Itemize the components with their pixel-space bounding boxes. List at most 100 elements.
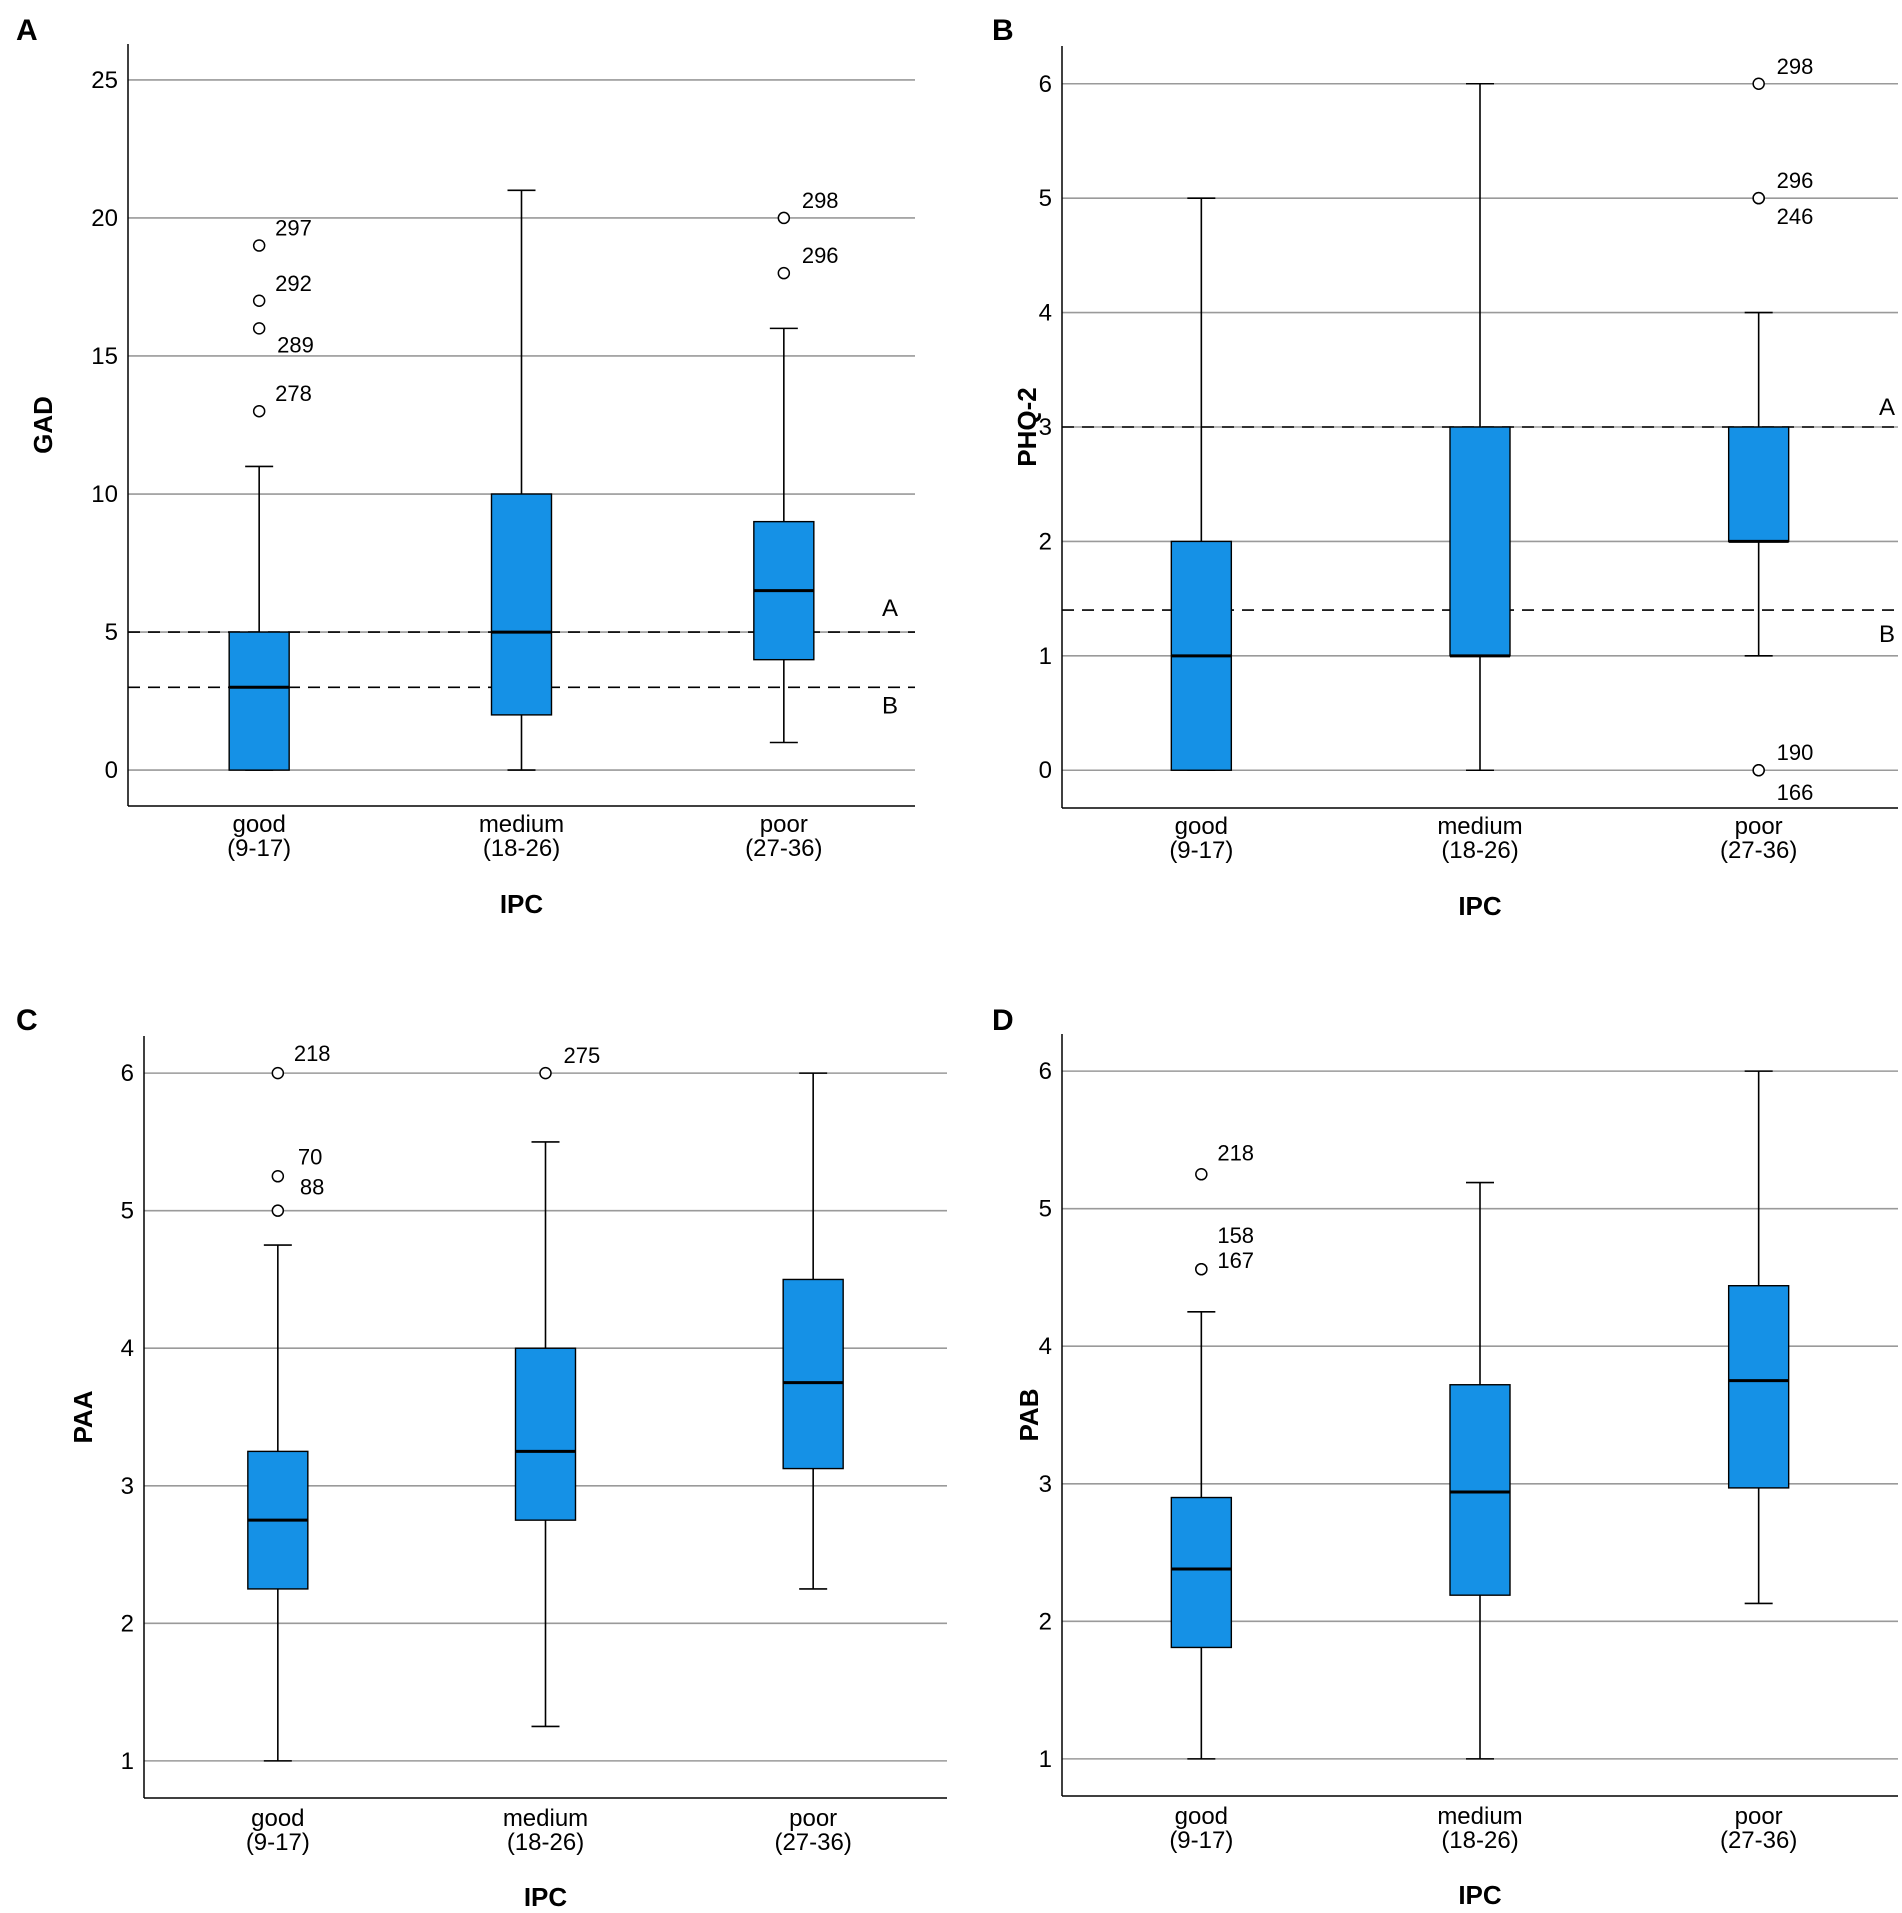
panel-c: C 1 2 3 4 5 6 PAA IPC good(9-17) medium(18-26) poor…: [16, 1004, 947, 1912]
y-tick-label: 0: [1039, 757, 1052, 784]
outlier-point: [271, 1204, 285, 1217]
x-axis-label: IPC: [1458, 1880, 1502, 1910]
y-axis-label: GAD: [28, 396, 58, 454]
y-tick-label: 2: [1039, 528, 1052, 555]
category-label: medium: [1437, 1803, 1522, 1830]
outlier-label: 166: [1777, 780, 1814, 805]
x-axis-label: IPC: [1458, 891, 1502, 921]
panel-letter: D: [992, 1004, 1014, 1037]
box-medium: medium(18-26): [479, 189, 564, 862]
box-good: good(9-17): [227, 239, 291, 862]
box-poor: poor(27-36): [774, 1072, 852, 1856]
y-tick-label: 6: [1039, 71, 1052, 98]
box-iqr: [1170, 1496, 1233, 1649]
outlier-label: 167: [1217, 1248, 1254, 1273]
category-label: medium: [479, 811, 564, 838]
outlier-label: 88: [300, 1175, 324, 1200]
reference-line-label: A: [882, 595, 898, 622]
category-label: poor: [789, 1805, 837, 1832]
category-label: good: [251, 1805, 304, 1832]
outlier-point: [539, 1066, 552, 1080]
box-iqr: [1727, 426, 1790, 543]
category-label: poor: [760, 811, 808, 838]
outlier-point: [252, 239, 266, 252]
y-tick-label: 3: [121, 1473, 134, 1500]
box-poor: poor(27-36): [745, 211, 823, 862]
outlier-label: 218: [294, 1041, 331, 1066]
x-axis-label: IPC: [500, 889, 544, 919]
y-tick-label: 6: [121, 1060, 134, 1087]
y-tick-label: 4: [1039, 300, 1052, 327]
panel-letter: A: [16, 14, 38, 47]
outlier-label: 278: [275, 381, 312, 406]
outlier-point: [271, 1170, 285, 1183]
y-tick-label: 25: [91, 67, 118, 94]
y-tick-label: 2: [121, 1610, 134, 1637]
x-axis-label: IPC: [524, 1882, 568, 1912]
box-iqr: [1727, 1285, 1790, 1489]
y-tick-label: 3: [1039, 1471, 1052, 1498]
box-iqr: [514, 1347, 577, 1521]
y-tick-label: 10: [91, 481, 118, 508]
category-range-label: (27-36): [1720, 1827, 1797, 1854]
outlier-label: 298: [1777, 54, 1814, 79]
outlier-label: 296: [802, 243, 839, 268]
category-label: good: [1175, 813, 1228, 840]
y-tick-label: 4: [121, 1335, 134, 1362]
category-label: good: [232, 811, 285, 838]
category-range-label: (18-26): [483, 835, 560, 862]
y-axis-label: PHQ-2: [1012, 387, 1042, 466]
category-range-label: (27-36): [1720, 837, 1797, 864]
outlier-point: [1195, 1262, 1208, 1276]
outlier-label: 296: [1777, 168, 1814, 193]
outlier-point: [252, 294, 266, 308]
category-label: poor: [1735, 813, 1783, 840]
y-tick-label: 0: [105, 757, 118, 784]
category-range-label: (27-36): [774, 1829, 851, 1856]
box-medium: medium(18-26): [1437, 82, 1523, 864]
reference-line-label: B: [882, 692, 898, 719]
y-tick-label: 20: [91, 205, 118, 232]
y-tick-label: 1: [1039, 643, 1052, 670]
outlier-label: 190: [1777, 740, 1814, 765]
outlier-point: [271, 1066, 285, 1080]
y-tick-label: 5: [105, 619, 118, 646]
box-iqr: [490, 493, 553, 716]
outlier-label: 70: [298, 1144, 322, 1169]
outlier-point: [777, 266, 791, 280]
box-medium: medium(18-26): [1437, 1181, 1523, 1854]
category-label: medium: [1437, 813, 1522, 840]
panel-letter: B: [992, 14, 1014, 47]
outlier-label: 246: [1777, 204, 1814, 229]
category-range-label: (18-26): [507, 1829, 584, 1856]
y-tick-label: 5: [121, 1198, 134, 1225]
box-good: good(9-17): [1169, 1168, 1233, 1854]
category-range-label: (18-26): [1441, 837, 1518, 864]
box-poor: poor(27-36): [1720, 1070, 1797, 1854]
category-range-label: (9-17): [1169, 837, 1233, 864]
outlier-point: [1752, 191, 1765, 205]
outlier-label: 292: [275, 271, 312, 296]
y-tick-label: 5: [1039, 1196, 1052, 1223]
y-tick-label: 6: [1039, 1058, 1052, 1085]
category-range-label: (18-26): [1441, 1827, 1518, 1854]
category-range-label: (27-36): [745, 835, 822, 862]
y-tick-label: 2: [1039, 1608, 1052, 1635]
box-iqr: [1449, 426, 1511, 657]
box-iqr: [782, 1278, 844, 1470]
outlier-label: 275: [564, 1043, 601, 1068]
outlier-label: 218: [1217, 1140, 1254, 1165]
outlier-point: [1752, 77, 1765, 91]
outlier-point: [1752, 763, 1765, 777]
panel-letter: C: [16, 1004, 38, 1037]
outlier-point: [1195, 1168, 1208, 1181]
y-tick-label: 1: [1039, 1746, 1052, 1773]
y-axis-label: PAA: [68, 1390, 98, 1443]
outlier-point: [777, 211, 791, 225]
y-tick-label: 15: [91, 343, 118, 370]
box-good: good(9-17): [246, 1066, 310, 1856]
box-medium: medium(18-26): [503, 1066, 588, 1856]
reference-line-label: A: [1879, 394, 1895, 421]
